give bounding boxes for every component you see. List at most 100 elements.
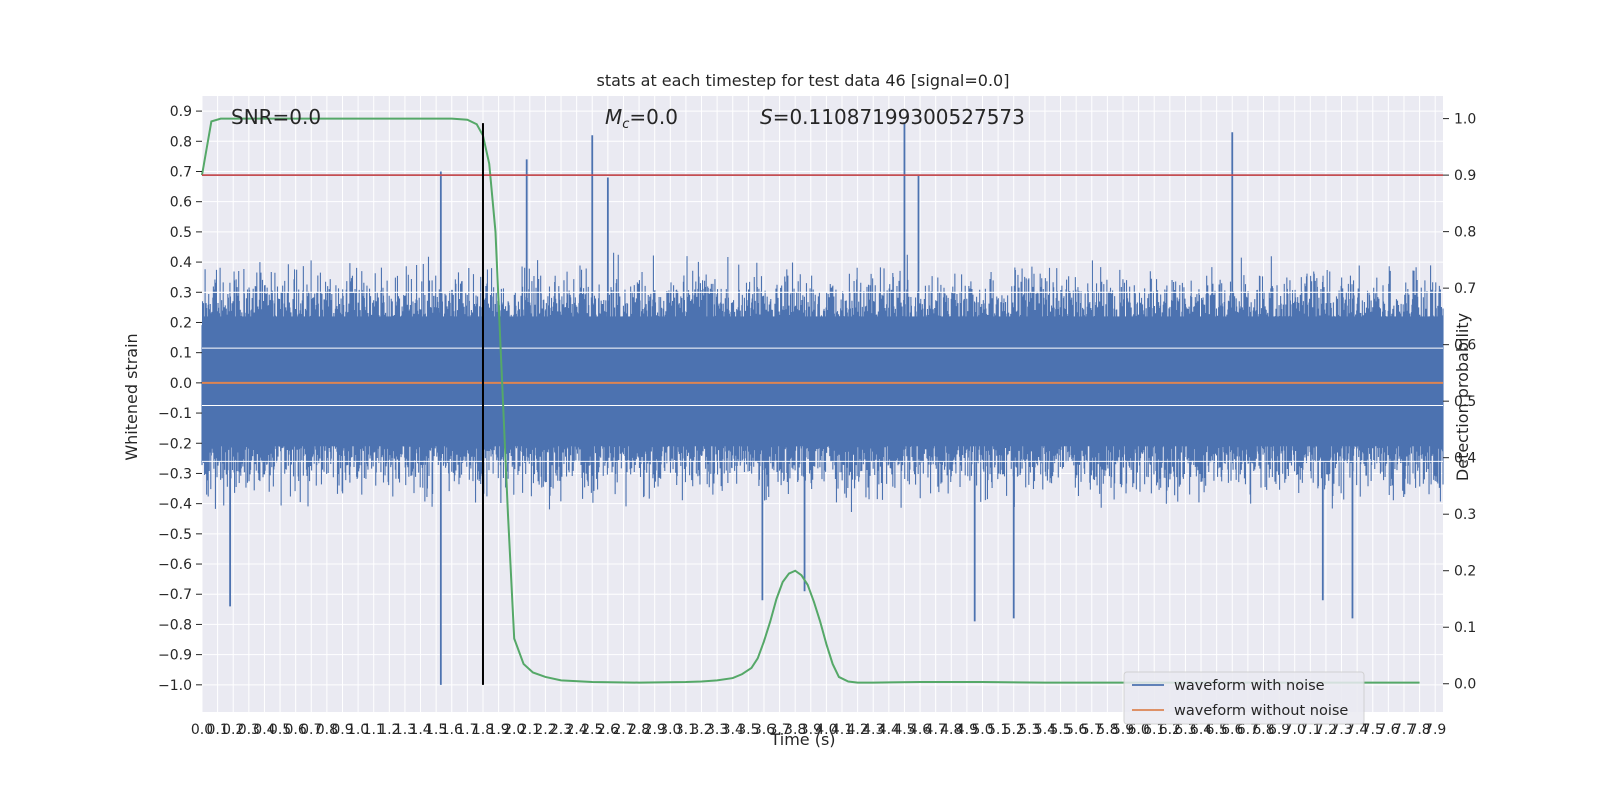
y-tick-label: −0.4 [158, 497, 192, 513]
x-tick-label: 5.9 [1112, 722, 1134, 738]
y-axis-label: Whitened strain [122, 333, 141, 460]
x-tick-label: 7.2 [1315, 722, 1337, 738]
legend-label-clean: waveform without noise [1174, 703, 1348, 719]
x-tick-label: 3.3 [706, 722, 728, 738]
x-tick-label: 2.7 [612, 722, 634, 738]
y2-tick-label: 0.3 [1454, 507, 1476, 523]
x-tick-label: 4.4 [878, 722, 900, 738]
x-tick-label: 4.5 [893, 722, 915, 738]
x-tick-label: 6.0 [1127, 722, 1149, 738]
y2-tick-label: 0.2 [1454, 564, 1476, 580]
x-tick-label: 3.5 [737, 722, 759, 738]
right-y-axis: 1.0 0.9 0.8 0.7 0.6 0.5 0.4 0.3 0.2 0.1 0.0 [1443, 112, 1476, 693]
x-tick-label: 1.6 [441, 722, 463, 738]
x-tick-label: 5.8 [1096, 722, 1118, 738]
y-tick-label: 0.4 [170, 255, 192, 271]
statistic-annotation: S=0.11087199300527573 [760, 105, 1025, 129]
x-tick-label: 7.1 [1299, 722, 1321, 738]
x-tick-label: 4.3 [862, 722, 884, 738]
x-tick-label: 3.4 [722, 722, 744, 738]
legend: waveform with noise waveform without noi… [1123, 671, 1365, 725]
chirp-mass-annotation: Mc=0.0 [605, 105, 678, 132]
x-tick-label: 0.7 [300, 722, 322, 738]
x-tick-label: 2.5 [581, 722, 603, 738]
x-tick-label: 3.0 [659, 722, 681, 738]
legend-label-noise: waveform with noise [1174, 678, 1325, 694]
x-tick-label: 0.5 [269, 722, 291, 738]
x-tick-label: 2.4 [566, 722, 588, 738]
x-tick-label: 6.9 [1268, 722, 1290, 738]
y-tick-label: −0.6 [158, 557, 192, 573]
y-tick-label: −0.8 [158, 617, 192, 633]
x-tick-label: 5.7 [1081, 722, 1103, 738]
x-tick-label: 3.7 [768, 722, 790, 738]
x-tick-label: 1.5 [425, 722, 447, 738]
y-tick-label: −0.2 [158, 436, 192, 452]
x-tick-label: 0.0 [191, 722, 213, 738]
x-tick-label: 4.7 [925, 722, 947, 738]
y-tick-label: 0.6 [170, 195, 192, 211]
x-tick-label: 3.6 [753, 722, 775, 738]
x-tick-label: 2.1 [519, 722, 541, 738]
x-tick-label: 2.2 [534, 722, 556, 738]
left-y-axis: 0.9 0.8 0.7 0.6 0.5 0.4 0.3 0.2 0.1 0.0 −0.1 −0.2 −0… [158, 104, 202, 694]
x-tick-label: 2.8 [628, 722, 650, 738]
y-tick-label: 0.8 [170, 134, 192, 150]
statistic-value: =0.11087199300527573 [773, 105, 1025, 129]
x-tick-label: 0.4 [253, 722, 275, 738]
y-tick-label: −1.0 [158, 678, 192, 694]
x-tick-label: 3.8 [784, 722, 806, 738]
x-tick-label: 1.0 [347, 722, 369, 738]
series-detection-probability [201, 117, 1420, 684]
x-tick-label: 5.5 [1049, 722, 1071, 738]
noise-core-band [202, 316, 1443, 447]
y-tick-label: 0.3 [170, 285, 192, 301]
x-axis: 0.00.10.20.30.40.50.60.70.80.91.01.11.21… [191, 722, 1446, 738]
y-tick-label: 0.1 [170, 346, 192, 362]
y-tick-label: −0.7 [158, 587, 192, 603]
y2-tick-label: 0.6 [1454, 338, 1476, 354]
x-tick-label: 3.1 [675, 722, 697, 738]
y-tick-label: 0.5 [170, 225, 192, 241]
x-tick-label: 4.0 [815, 722, 837, 738]
x-tick-label: 1.9 [487, 722, 509, 738]
x-tick-label: 6.1 [1143, 722, 1165, 738]
x-tick-label: 2.9 [644, 722, 666, 738]
x-tick-label: 0.1 [206, 722, 228, 738]
y2-axis-label: Detection probability [1453, 313, 1472, 481]
x-tick-label: 0.6 [285, 722, 307, 738]
y2-tick-label: 0.5 [1454, 394, 1476, 410]
x-tick-label: 4.8 [940, 722, 962, 738]
y2-tick-label: 1.0 [1454, 112, 1476, 128]
chart-title: stats at each timestep for test data 46 … [597, 71, 1010, 90]
x-tick-label: 7.6 [1377, 722, 1399, 738]
y-tick-label: −0.9 [158, 648, 192, 664]
x-tick-label: 4.2 [846, 722, 868, 738]
x-axis-label: Time (s) [769, 730, 835, 749]
x-tick-label: 6.4 [1190, 722, 1212, 738]
x-tick-label: 1.2 [378, 722, 400, 738]
x-tick-label: 3.2 [690, 722, 712, 738]
x-tick-label: 5.3 [1018, 722, 1040, 738]
x-tick-label: 2.3 [550, 722, 572, 738]
x-tick-label: 4.1 [831, 722, 853, 738]
y-tick-label: −0.3 [158, 466, 192, 482]
x-tick-label: 5.1 [987, 722, 1009, 738]
y-tick-label: −0.1 [158, 406, 192, 422]
x-tick-label: 2.6 [597, 722, 619, 738]
y2-tick-label: 0.1 [1454, 620, 1476, 636]
x-tick-label: 4.9 [956, 722, 978, 738]
x-tick-label: 7.4 [1346, 722, 1368, 738]
y2-tick-label: 0.8 [1454, 225, 1476, 241]
y-tick-label: 0.2 [170, 315, 192, 331]
x-tick-label: 0.9 [331, 722, 353, 738]
x-tick-label: 1.7 [456, 722, 478, 738]
chirp-mass-symbol: M [605, 105, 622, 129]
x-tick-label: 1.3 [394, 722, 416, 738]
x-tick-label: 6.2 [1159, 722, 1181, 738]
x-tick-label: 0.8 [316, 722, 338, 738]
y-tick-label: −0.5 [158, 527, 192, 543]
y2-tick-label: 0.7 [1454, 281, 1476, 297]
x-tick-label: 5.0 [971, 722, 993, 738]
x-tick-label: 7.8 [1408, 722, 1430, 738]
